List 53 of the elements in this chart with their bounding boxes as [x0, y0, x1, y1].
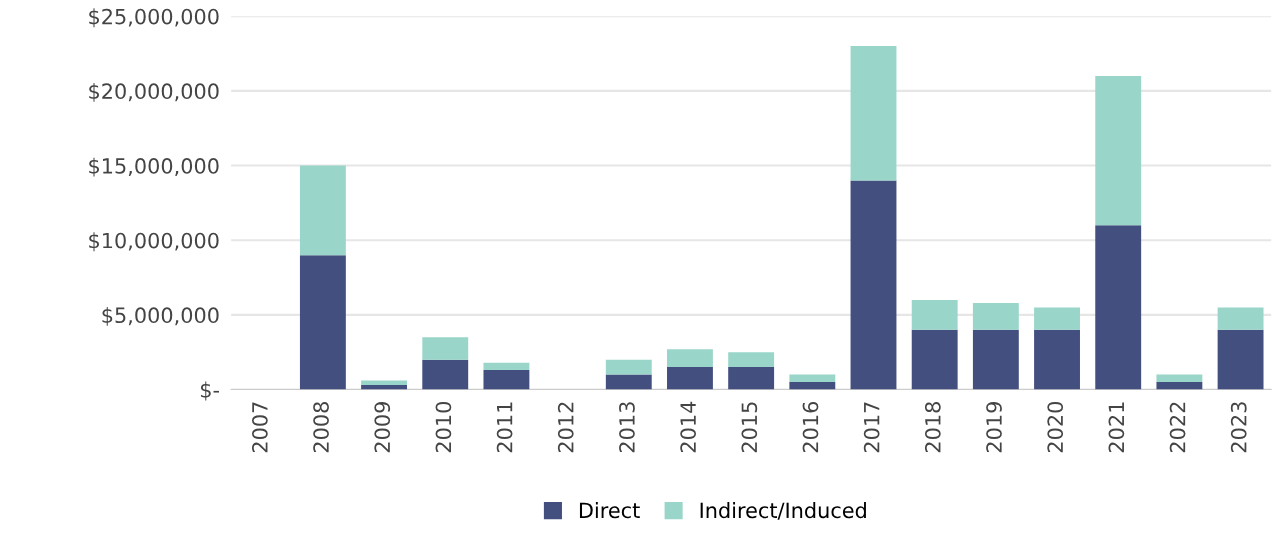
bar — [605, 359, 652, 375]
legend-label: Indirect/Induced — [700, 502, 866, 520]
bar — [789, 382, 836, 390]
x-tick-label: 2021 — [1108, 402, 1125, 453]
bar — [1156, 374, 1203, 383]
y-tick-label: $10,000,000 — [89, 232, 219, 252]
x-tick-label: 2009 — [374, 402, 391, 453]
x-tick-label: 2020 — [1047, 402, 1064, 453]
bar — [1217, 307, 1264, 330]
bar — [299, 165, 346, 256]
x-tick-label: 2015 — [741, 402, 758, 453]
x-tick-label: 2018 — [924, 402, 941, 453]
x-tick-label: 2017 — [863, 402, 880, 453]
bar — [605, 374, 652, 390]
bar — [667, 349, 713, 368]
bar — [483, 370, 530, 390]
bar — [483, 362, 530, 371]
bar — [850, 180, 897, 390]
bar — [1095, 75, 1142, 226]
bar — [911, 299, 958, 330]
x-tick-label: 2007 — [252, 402, 268, 453]
x-tick-label: 2022 — [1169, 402, 1186, 453]
bar — [1034, 307, 1080, 330]
bar — [850, 46, 897, 181]
bar — [728, 352, 775, 368]
bar — [1156, 382, 1203, 390]
y-tick-label: $15,000,000 — [89, 157, 219, 177]
bar — [422, 359, 469, 390]
bar — [667, 367, 713, 390]
y-tick-label: $20,000,000 — [89, 82, 219, 102]
bar — [972, 302, 1019, 330]
x-tick-label: 2010 — [435, 402, 452, 453]
x-tick-label: 2008 — [313, 402, 329, 453]
y-tick-label: $5,000,000 — [102, 306, 219, 326]
bar — [972, 329, 1019, 390]
x-tick-label: 2023 — [1230, 402, 1247, 453]
x-tick-label: 2016 — [802, 401, 819, 453]
x-tick-label: 2013 — [619, 402, 635, 453]
bar — [789, 374, 836, 383]
y-tick-label: $- — [200, 381, 219, 401]
bar — [1095, 225, 1142, 390]
bar — [1217, 329, 1264, 390]
bar — [1034, 329, 1080, 390]
x-tick-label: 2011 — [496, 402, 513, 453]
legend-label: Direct — [579, 502, 640, 519]
y-tick-label: $25,000,000 — [89, 8, 219, 28]
bar — [422, 337, 469, 360]
bar — [728, 367, 775, 390]
x-tick-label: 2019 — [986, 402, 1002, 453]
x-tick-label: 2014 — [680, 401, 697, 453]
bar — [911, 329, 958, 390]
bar — [299, 255, 346, 390]
x-tick-label: 2012 — [557, 402, 574, 453]
